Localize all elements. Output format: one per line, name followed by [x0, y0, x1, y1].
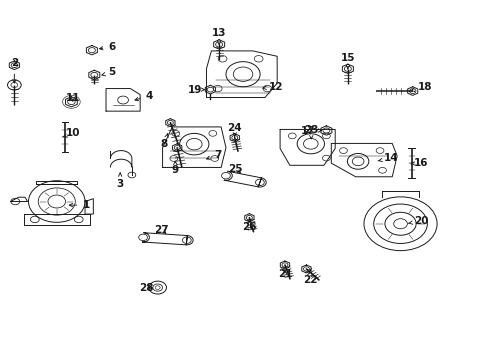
Text: 5: 5 — [102, 67, 115, 77]
Text: 26: 26 — [242, 219, 256, 231]
Text: 21: 21 — [277, 269, 292, 279]
Text: 18: 18 — [410, 82, 431, 92]
Text: 25: 25 — [228, 164, 243, 174]
Text: 13: 13 — [211, 28, 226, 45]
Text: 2: 2 — [11, 58, 18, 83]
Text: 9: 9 — [171, 161, 179, 175]
Text: 4: 4 — [135, 91, 153, 101]
Text: 19: 19 — [187, 85, 204, 95]
Text: 8: 8 — [160, 134, 168, 149]
Text: 6: 6 — [100, 42, 115, 52]
Text: 7: 7 — [206, 150, 221, 160]
Text: 14: 14 — [377, 153, 397, 163]
Text: 3: 3 — [116, 173, 123, 189]
Text: 11: 11 — [65, 93, 80, 103]
Text: 10: 10 — [62, 129, 80, 138]
Text: 23: 23 — [304, 125, 318, 139]
Text: 12: 12 — [262, 82, 283, 92]
Text: 28: 28 — [139, 283, 153, 293]
Text: 22: 22 — [303, 270, 317, 285]
Text: 16: 16 — [410, 158, 427, 168]
Text: 20: 20 — [407, 216, 427, 226]
Text: 1: 1 — [69, 200, 89, 210]
Text: 17: 17 — [300, 126, 321, 135]
Text: 15: 15 — [340, 53, 354, 69]
Text: 27: 27 — [154, 225, 168, 235]
Text: 24: 24 — [227, 123, 242, 136]
